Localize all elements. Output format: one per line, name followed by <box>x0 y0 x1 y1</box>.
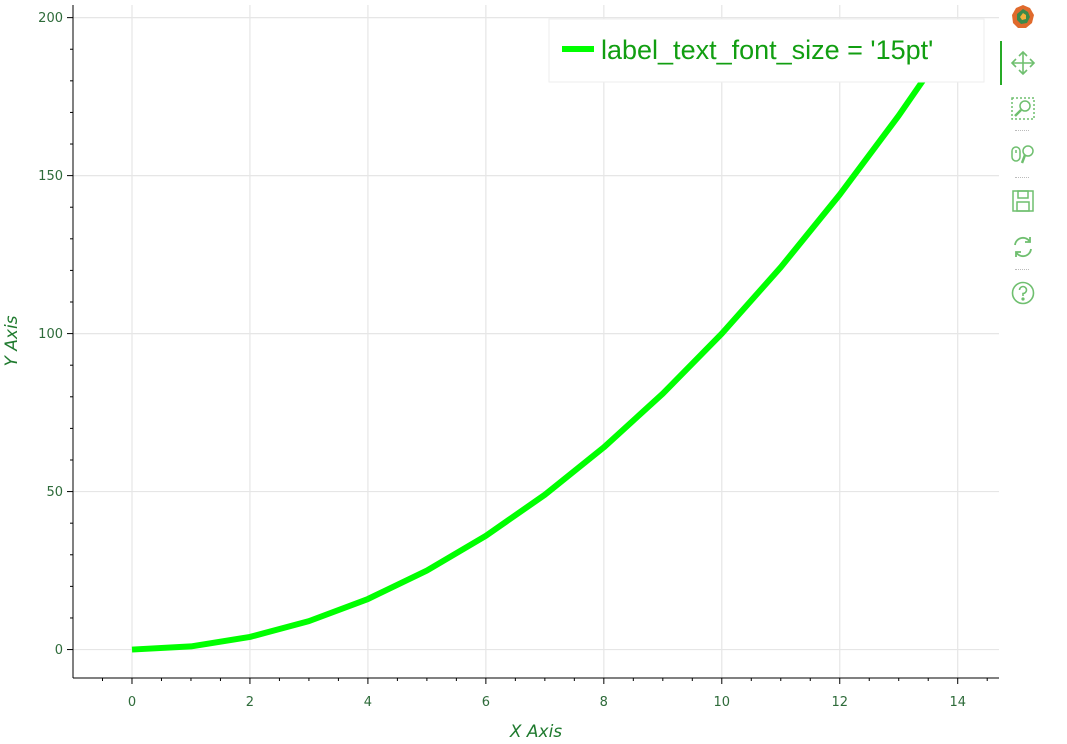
bokeh-logo-icon[interactable] <box>1008 2 1038 32</box>
axes <box>67 5 999 684</box>
x-tick-label: 10 <box>714 695 731 710</box>
x-tick-label: 2 <box>246 695 254 710</box>
reset-icon[interactable] <box>1008 232 1038 262</box>
y-axis-title: Y Axis <box>2 315 22 366</box>
toolbar-separator <box>1015 130 1029 131</box>
legend: label_text_font_size = '15pt' <box>548 18 985 83</box>
x-axis-title: X Axis <box>509 722 562 742</box>
y-tick-label: 0 <box>55 643 63 658</box>
wheel-zoom-icon[interactable] <box>1008 139 1038 169</box>
legend-box <box>548 18 985 83</box>
box-zoom-icon[interactable] <box>1008 93 1038 123</box>
x-tick-label: 6 <box>482 695 490 710</box>
series-layer <box>131 28 961 653</box>
legend-label: label_text_font_size = '15pt' <box>601 35 933 65</box>
toolbar-separator <box>1015 177 1029 178</box>
series-line <box>131 28 961 653</box>
y-tick-label: 50 <box>46 485 63 500</box>
pan-icon[interactable] <box>1008 48 1038 78</box>
x-tick-label: 12 <box>831 695 848 710</box>
active-tool-indicator <box>1000 41 1002 85</box>
x-tick-label: 14 <box>949 695 966 710</box>
plot-background <box>73 5 999 678</box>
x-tick-label: 8 <box>600 695 608 710</box>
tick-labels: 0 2 4 6 8 10 12 14 0 50 100 150 200 <box>38 11 966 710</box>
save-icon[interactable] <box>1008 186 1038 216</box>
toolbar-separator <box>1015 269 1029 270</box>
y-tick-label: 200 <box>38 11 63 26</box>
help-icon[interactable] <box>1008 278 1038 308</box>
grid <box>73 5 999 678</box>
chart: 0 2 4 6 8 10 12 14 0 50 100 150 200 X Axis Y Axis la… <box>2 5 999 742</box>
y-tick-label: 150 <box>38 169 63 184</box>
x-tick-label: 0 <box>128 695 136 710</box>
x-tick-label: 4 <box>364 695 372 710</box>
toolbar <box>1000 0 1050 320</box>
y-tick-label: 100 <box>38 327 63 342</box>
